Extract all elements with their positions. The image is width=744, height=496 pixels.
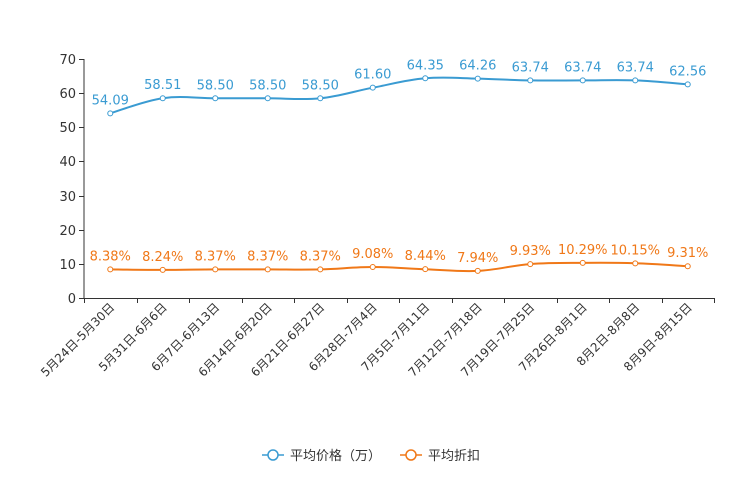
data-label: 9.93%: [510, 244, 551, 259]
data-label: 64.35: [407, 58, 444, 73]
data-point[interactable]: [317, 266, 324, 273]
data-label: 8.37%: [300, 249, 341, 264]
series-line-1: [110, 261, 688, 273]
data-label: 10.29%: [558, 243, 608, 258]
data-point[interactable]: [107, 110, 114, 117]
series-line-0: [109, 76, 688, 115]
legend-item-0[interactable]: 平均价格（万）: [262, 448, 381, 464]
data-point[interactable]: [212, 95, 219, 102]
data-label: 62.56: [669, 64, 706, 79]
data-point[interactable]: [317, 95, 324, 102]
data-point[interactable]: [264, 95, 271, 102]
y-tick-label: 30: [59, 190, 76, 205]
data-label: 64.26: [459, 59, 496, 74]
series-lines: [107, 75, 691, 274]
legend-marker-icon: [405, 449, 417, 461]
data-label: 8.37%: [247, 249, 288, 264]
data-label: 58.50: [197, 78, 234, 93]
y-tick-label: 0: [68, 292, 76, 307]
data-point[interactable]: [212, 266, 219, 273]
data-label: 54.09: [92, 93, 129, 108]
data-label: 58.50: [302, 78, 339, 93]
legend-label: 平均折扣: [428, 449, 480, 464]
data-point[interactable]: [369, 84, 376, 91]
data-point[interactable]: [422, 266, 429, 273]
data-point[interactable]: [159, 95, 166, 102]
axes: [83, 59, 715, 303]
data-label: 9.08%: [352, 247, 393, 262]
y-tick-label: 10: [59, 258, 76, 273]
data-point[interactable]: [474, 267, 481, 274]
legend[interactable]: 平均价格（万） 平均折扣: [262, 448, 480, 464]
data-label: 7.94%: [457, 251, 498, 266]
data-label: 58.51: [144, 78, 181, 93]
data-label: 8.44%: [405, 249, 446, 264]
data-point[interactable]: [579, 259, 586, 266]
data-label: 9.31%: [667, 246, 708, 261]
data-label: 61.60: [354, 68, 391, 83]
data-point[interactable]: [527, 77, 534, 84]
data-point[interactable]: [369, 263, 376, 270]
y-tick-label: 60: [59, 87, 76, 102]
data-point[interactable]: [159, 266, 166, 273]
data-point[interactable]: [527, 261, 534, 268]
data-point[interactable]: [474, 75, 481, 82]
data-label: 63.74: [512, 60, 549, 75]
legend-marker-icon: [267, 449, 279, 461]
data-point[interactable]: [632, 260, 639, 267]
data-label: 58.50: [249, 78, 286, 93]
data-point[interactable]: [264, 266, 271, 273]
data-label: 63.74: [617, 60, 654, 75]
x-axis-tick-labels: 5月24日-5月30日5月31日-6月6日6月7日-6月13日6月14日-6月2…: [38, 300, 695, 379]
data-point[interactable]: [107, 266, 114, 273]
data-label: 63.74: [564, 60, 601, 75]
legend-item-1[interactable]: 平均折扣: [400, 449, 480, 464]
data-label: 8.38%: [90, 249, 131, 264]
data-point[interactable]: [632, 77, 639, 84]
data-point[interactable]: [684, 263, 691, 270]
y-tick-label: 20: [59, 224, 76, 239]
y-tick-label: 50: [59, 121, 76, 136]
data-label: 10.15%: [610, 243, 660, 258]
data-labels: 54.09 58.51 58.50 58.50 58.50 61.60 64.35 64.26…: [90, 58, 709, 266]
data-point[interactable]: [422, 75, 429, 82]
data-point[interactable]: [684, 81, 691, 88]
y-axis-ticks: 0 10 20 30 40 50 60 70: [59, 53, 84, 307]
data-label: 8.24%: [142, 250, 183, 265]
data-point[interactable]: [579, 77, 586, 84]
y-tick-label: 70: [59, 53, 76, 68]
data-label: 8.37%: [195, 249, 236, 264]
legend-label: 平均价格（万）: [290, 448, 381, 464]
y-tick-label: 40: [59, 155, 76, 170]
